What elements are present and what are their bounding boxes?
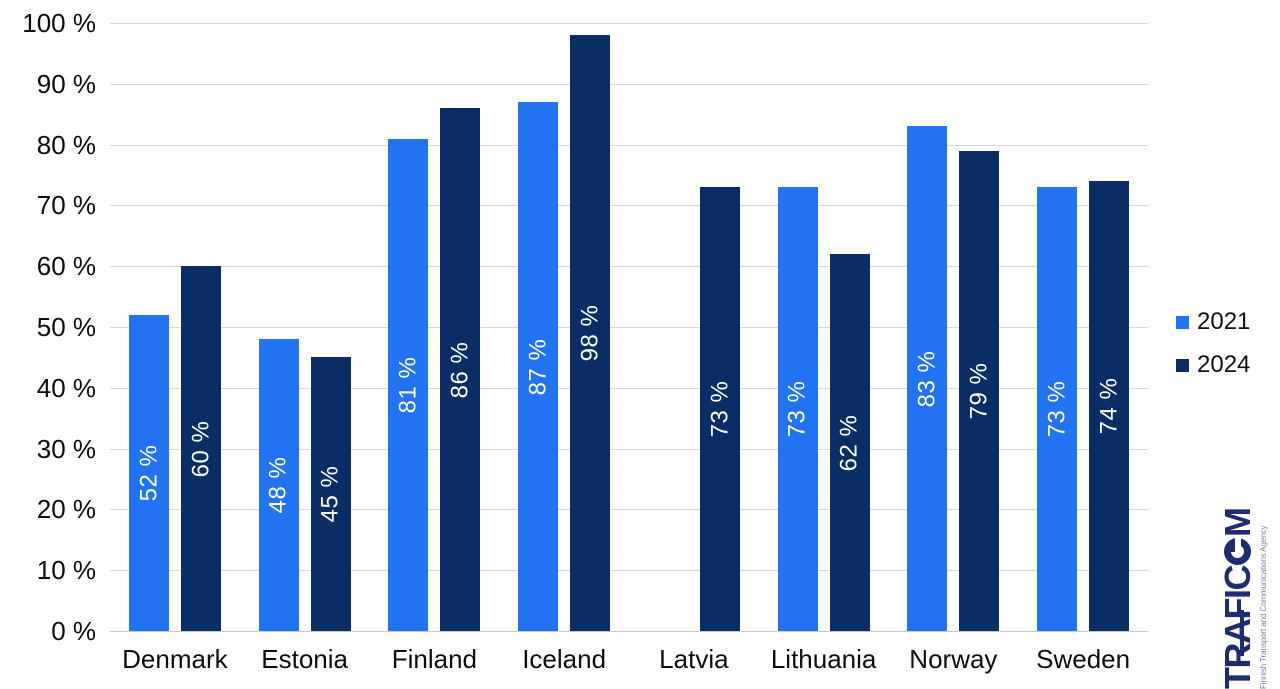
gridline <box>110 387 1148 389</box>
bar-2021-norway: 83 % <box>907 126 948 631</box>
bar-value-label: 73 % <box>1043 380 1071 438</box>
bar-value-label: 60 % <box>186 420 214 477</box>
y-tick-label: 40 % <box>36 372 96 403</box>
y-axis: 0 % 10 % 20 % 30 % 40 % 50 % 60 % 70 % 80 % 90 % 1… <box>0 8 96 646</box>
y-tick-label: 10 % <box>36 555 96 586</box>
x-tick-label: Iceland <box>522 644 607 674</box>
legend-item-2021: 2021 <box>1176 308 1250 336</box>
logo-wordmark: TRAFIC M <box>1217 465 1258 689</box>
y-tick-label: 80 % <box>36 129 96 160</box>
bar-2021-sweden: 73 % <box>1037 187 1078 631</box>
bar-value-label: 45 % <box>316 465 344 523</box>
bar-2024-estonia: 45 % <box>310 357 351 631</box>
bar-2024-lithuania: 62 % <box>829 254 870 631</box>
y-tick-label: 100 % <box>22 8 96 38</box>
gridline <box>110 23 1148 24</box>
logo-letter: C <box>1217 565 1258 591</box>
bar-value-label: 83 % <box>913 350 941 408</box>
gridline <box>110 205 1148 207</box>
bar-value-label: 86 % <box>446 341 474 398</box>
y-tick-label: 60 % <box>36 251 96 282</box>
bar-2021-denmark: 52 % <box>128 314 169 631</box>
x-tick-label: Denmark <box>122 644 228 674</box>
bar-2024-norway: 79 % <box>959 150 1000 631</box>
bar-2024-denmark: 60 % <box>180 266 221 631</box>
x-tick-label: Finland <box>391 644 478 674</box>
logo-letter: A <box>1217 619 1258 645</box>
legend-item-2024: 2024 <box>1176 351 1250 379</box>
traficom-logo: TRAFIC M Finnish Transport and Communicat… <box>1217 465 1278 689</box>
logo-letter-o <box>1224 537 1251 565</box>
y-tick-label: 20 % <box>36 494 96 525</box>
logo-letter: M <box>1217 508 1258 537</box>
x-tick-label: Norway <box>909 644 998 674</box>
bar-value-label: 87 % <box>524 338 552 395</box>
bar-2021-estonia: 48 % <box>258 339 299 631</box>
logo-letter: F <box>1217 599 1258 620</box>
legend-label: 2021 <box>1197 308 1251 335</box>
gridline <box>110 266 1148 268</box>
x-axis: Denmark Estonia Finland Iceland Latvia Lithua… <box>110 643 1148 679</box>
traficom-logo-inner: TRAFIC M Finnish Transport and Communicat… <box>1217 465 1278 689</box>
bar-value-label: 48 % <box>264 456 292 514</box>
gridline <box>110 144 1148 146</box>
bar-2021-lithuania: 73 % <box>777 187 818 631</box>
bar-2021-finland: 81 % <box>388 138 429 631</box>
bar-value-label: 74 % <box>1095 377 1123 435</box>
bar-value-label: 73 % <box>705 380 733 438</box>
bar-value-label: 98 % <box>576 304 604 362</box>
bar-2021-iceland: 87 % <box>518 102 559 631</box>
logo-letter: T <box>1217 668 1258 689</box>
y-tick-label: 0 % <box>51 616 96 646</box>
gridline <box>110 509 1148 511</box>
gridline <box>110 83 1148 85</box>
y-tick-label: 70 % <box>36 190 96 221</box>
x-tick-label: Latvia <box>659 644 729 674</box>
bar-value-label: 79 % <box>965 362 993 420</box>
legend: 2021 2024 <box>1176 308 1250 379</box>
y-tick-label: 90 % <box>36 68 96 99</box>
x-tick-label: Lithuania <box>770 644 877 674</box>
y-tick-label: 30 % <box>36 433 96 464</box>
plot-area: 52 % 60 % 48 % 45 % 81 % 86 % 87 % 98 % 73 % 73 %… <box>110 23 1148 632</box>
logo-tagline: Finnish Transport and Communications Age… <box>1259 525 1268 689</box>
bar-value-label: 81 % <box>394 356 422 414</box>
legend-swatch-icon <box>1176 358 1189 372</box>
y-tick-label: 50 % <box>36 312 96 342</box>
legend-swatch-icon <box>1176 315 1189 329</box>
logo-letter: I <box>1217 590 1258 599</box>
x-tick-label: Sweden <box>1036 644 1131 674</box>
gridline <box>110 570 1148 572</box>
bar-value-label: 52 % <box>134 444 162 502</box>
legend-label: 2024 <box>1197 351 1251 378</box>
bar-2024-iceland: 98 % <box>570 35 611 631</box>
bar-2024-finland: 86 % <box>440 108 481 631</box>
bar-2024-latvia: 73 % <box>699 187 740 631</box>
bar-value-label: 73 % <box>783 380 811 438</box>
logo-letter: R <box>1217 644 1258 669</box>
bar-2024-sweden: 74 % <box>1089 181 1130 631</box>
gridline <box>110 448 1148 450</box>
bar-value-label: 62 % <box>835 414 863 471</box>
gridline <box>110 327 1148 328</box>
x-tick-label: Estonia <box>261 644 348 674</box>
